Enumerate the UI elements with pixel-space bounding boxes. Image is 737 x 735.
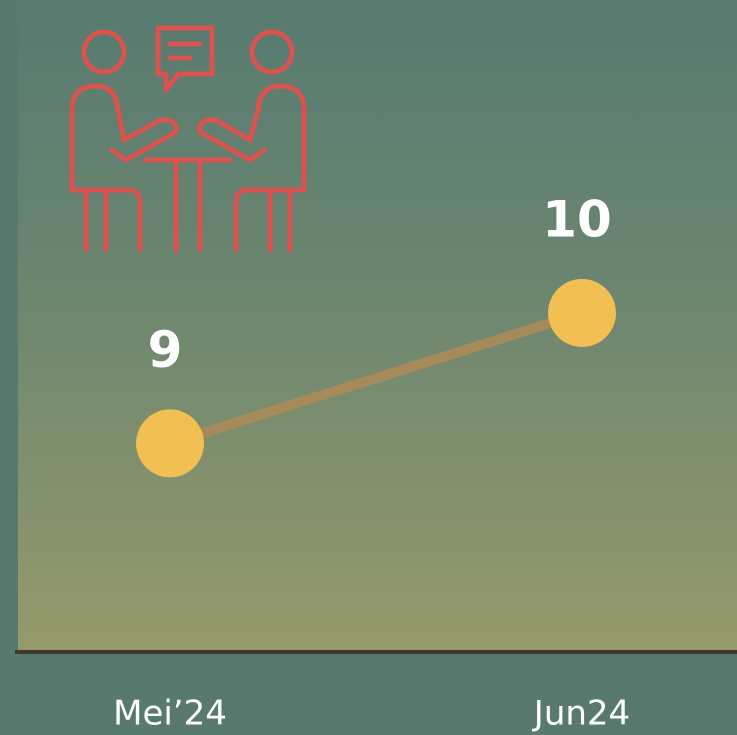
value-label: 9 [148, 321, 183, 379]
point [548, 278, 616, 347]
meeting-icon [69, 25, 307, 253]
x-tick-label: Jun24 [532, 694, 630, 734]
line [168, 308, 584, 449]
plot-area [18, 0, 737, 652]
point [136, 409, 204, 478]
value-label: 10 [542, 190, 612, 248]
x-tick-label: Mei’24 [113, 694, 227, 734]
